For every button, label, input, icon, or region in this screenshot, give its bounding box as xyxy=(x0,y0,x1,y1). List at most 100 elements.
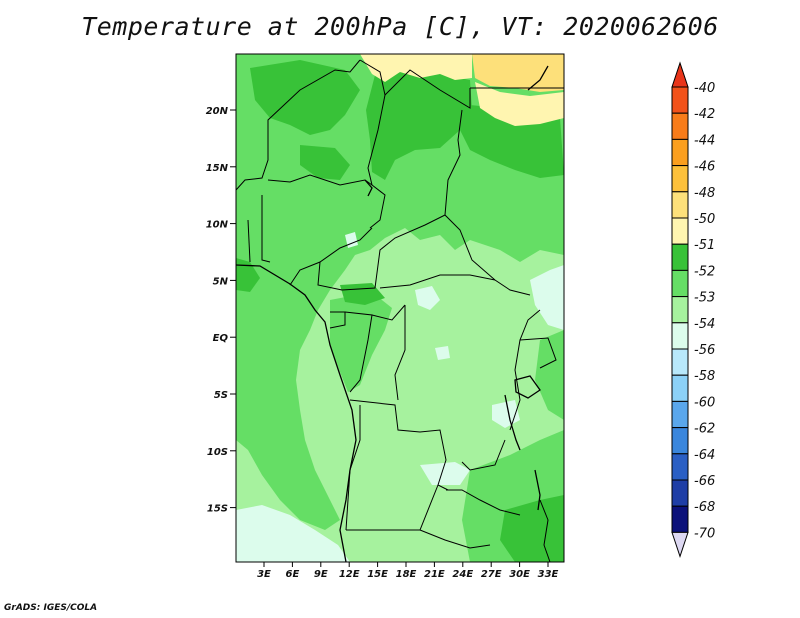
lake-victoria-coast xyxy=(514,375,541,399)
border-line xyxy=(344,311,373,393)
colorbar-segment xyxy=(671,400,689,429)
colorbar-segment xyxy=(671,243,689,271)
colorbar-label: -54 xyxy=(694,317,715,332)
colorbar-label: -56 xyxy=(694,343,715,358)
colorbar-label: -68 xyxy=(694,500,715,515)
field-dark-green-7 xyxy=(236,258,260,292)
colorbar-segment xyxy=(671,138,689,167)
lat-tick-label: 10N xyxy=(206,220,229,231)
lon-tick-label: 24E xyxy=(452,569,473,580)
lake-tanganyika-coast xyxy=(504,394,521,451)
lon-tick-label: 27E xyxy=(481,569,502,580)
colorbar-segment xyxy=(671,269,689,298)
colorbar-segment xyxy=(671,217,689,245)
border-line xyxy=(394,305,406,401)
field-cyan-south xyxy=(420,462,470,485)
lon-tick-label: 21E xyxy=(424,569,445,580)
colorbar-label: -60 xyxy=(694,395,715,410)
colorbar-segment xyxy=(671,374,689,402)
field-pale-yellow-east xyxy=(475,82,564,126)
border-line xyxy=(509,309,541,431)
colorbar-segment xyxy=(671,112,689,140)
border-line xyxy=(329,311,346,329)
colorbar-label: -62 xyxy=(694,422,715,437)
lon-tick-label: 15E xyxy=(367,569,388,580)
border-line xyxy=(444,109,531,296)
field-dark-green-6 xyxy=(500,495,564,562)
border-line xyxy=(261,195,271,263)
field-cyan-central-1 xyxy=(415,286,440,310)
colorbar-segment xyxy=(671,191,689,219)
border-line xyxy=(539,499,551,562)
field-mid-green-east xyxy=(535,330,564,420)
lat-tick-label: 10S xyxy=(207,447,228,458)
map-title: Temperature at 200hPa [C], VT: 202006260… xyxy=(81,12,719,41)
colorbar-label: -40 xyxy=(694,81,715,96)
colorbar-bottom-arrow xyxy=(671,531,689,558)
colorbar-top-arrow xyxy=(671,61,689,88)
colorbar-segment xyxy=(671,86,689,114)
map-frame xyxy=(235,53,565,563)
border-line xyxy=(461,439,506,471)
border-line xyxy=(317,214,446,291)
colorbar-label: -64 xyxy=(694,448,715,463)
border-line xyxy=(519,337,557,369)
field-cyan-central-3 xyxy=(435,346,450,360)
field-dark-green-1 xyxy=(250,60,360,135)
colorbar-label: -48 xyxy=(694,186,715,201)
lat-tick-label: 20N xyxy=(206,106,229,117)
lon-tick-label: 18E xyxy=(396,569,417,580)
coastline xyxy=(236,264,357,562)
lat-tick-label: EQ xyxy=(213,333,229,344)
colorbar-label: -46 xyxy=(694,160,715,175)
colorbar-segment xyxy=(671,505,689,533)
field-dark-green-4 xyxy=(300,145,350,180)
lon-tick-label: 9E xyxy=(314,569,328,580)
lat-tick-label: 5S xyxy=(214,390,228,401)
colorbar-label: -50 xyxy=(694,212,715,227)
latitude-axis: 20N 15N 10N 5N EQ 5S 10S 15S xyxy=(206,106,236,515)
colorbar-label: -53 xyxy=(694,291,715,306)
lon-tick-label: 12E xyxy=(339,569,360,580)
colorbar-segment xyxy=(671,479,689,507)
border-line xyxy=(379,274,496,289)
lake-malawi-coast xyxy=(534,469,541,511)
colorbar-label: -44 xyxy=(694,133,715,148)
field-cyan-southwest xyxy=(236,505,350,562)
colorbar-segment xyxy=(671,322,689,350)
colorbar-label: -51 xyxy=(694,238,715,253)
border-line xyxy=(371,304,406,321)
longitude-axis: 3E 6E 9E 12E 15E 18E 21E 24E 27E 30E 33E xyxy=(257,562,559,580)
colorbar-label: -66 xyxy=(694,474,715,489)
field-cyan-east xyxy=(530,265,564,330)
border-line xyxy=(247,219,251,263)
colorbar-label: -58 xyxy=(694,369,715,384)
field-pale-yellow-north xyxy=(360,54,472,82)
border-line xyxy=(419,529,491,549)
colorbar-segment xyxy=(671,427,689,455)
border-line xyxy=(349,399,449,491)
border-line xyxy=(359,59,471,109)
lon-tick-label: 33E xyxy=(538,569,559,580)
colorbar-segment xyxy=(671,296,689,324)
temperature-field xyxy=(236,54,564,562)
colorbar-segment xyxy=(671,165,689,193)
lat-tick-label: 5N xyxy=(213,276,229,287)
colorbar-label: -70 xyxy=(694,526,715,541)
colorbar-segment xyxy=(671,348,689,376)
footer-credit: GrADS: IGES/COLA xyxy=(4,603,98,613)
field-dark-green-2 xyxy=(366,70,472,180)
colorbar-segment xyxy=(671,453,689,481)
lat-tick-label: 15N xyxy=(206,163,229,174)
border-line xyxy=(289,227,373,286)
red-sea-coast xyxy=(527,65,549,91)
lake-chad-coast xyxy=(364,179,373,197)
lon-tick-label: 30E xyxy=(509,569,530,580)
lon-tick-label: 3E xyxy=(257,569,271,580)
colorbar: -40 -42 -44 -46 -48 -50 -51 -52 -53 -54 -56 -58 -60 -… xyxy=(671,61,715,558)
colorbar-label: -42 xyxy=(694,107,715,122)
lat-tick-label: 15S xyxy=(207,504,228,515)
colorbar-label: -52 xyxy=(694,264,715,279)
border-line xyxy=(236,59,361,191)
